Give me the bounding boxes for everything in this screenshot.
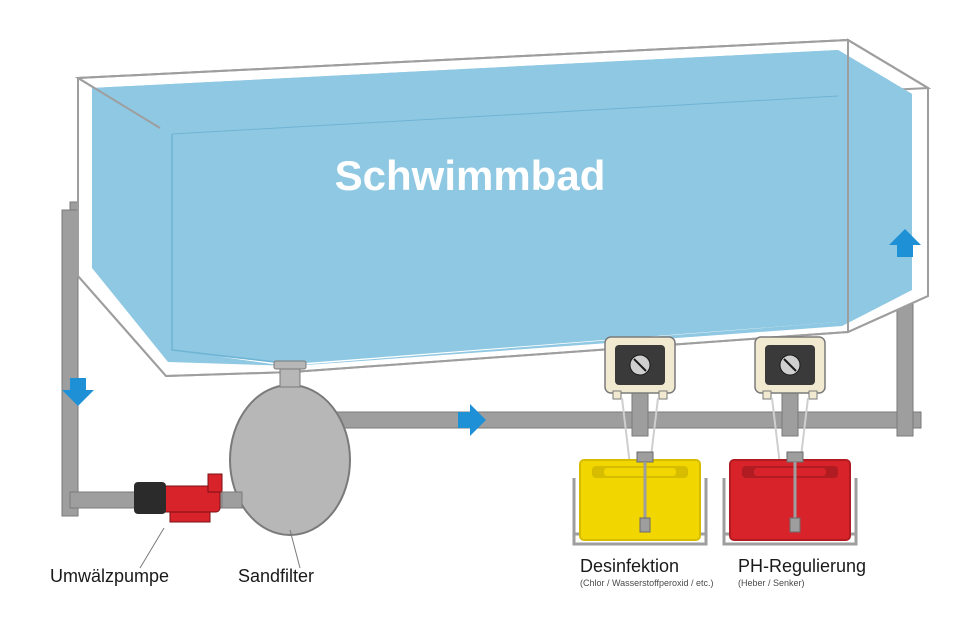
- pipe: [62, 210, 78, 516]
- label-desinfektion-sub: (Chlor / Wasserstoffperoxid / etc.): [580, 578, 714, 588]
- tank-desinfektion: [574, 452, 706, 544]
- pool: Schwimmbad: [78, 40, 928, 376]
- tank-ph: [724, 452, 856, 544]
- pipe: [632, 393, 648, 436]
- label-ph: PH-Regulierung: [738, 556, 866, 576]
- pool-title: Schwimmbad: [335, 152, 606, 199]
- dosing-pump-desinfektion: [605, 337, 675, 399]
- pipe: [782, 393, 798, 436]
- label-desinfektion: Desinfektion: [580, 556, 679, 576]
- label-pump: Umwälzpumpe: [50, 566, 169, 586]
- dosing-pump-ph: [755, 337, 825, 399]
- pool-diagram: Schwimmbad Umwälzpumpe Sandfilter Desinfekt…: [0, 0, 960, 617]
- label-sandfilter: Sandfilter: [238, 566, 314, 586]
- pipe: [300, 412, 921, 428]
- label-ph-sub: (Heber / Senker): [738, 578, 805, 588]
